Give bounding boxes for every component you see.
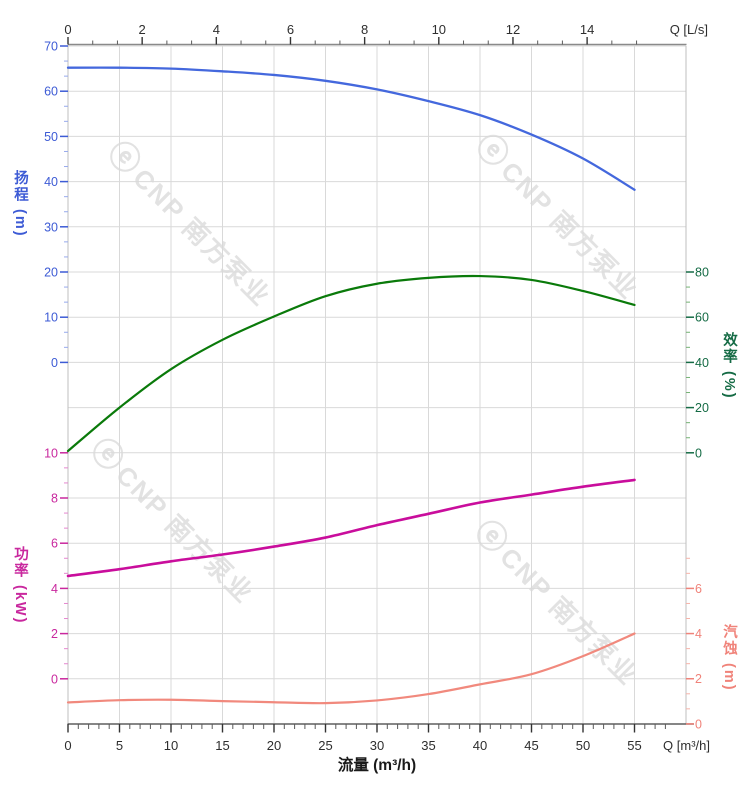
svg-text:10: 10 <box>164 738 178 753</box>
svg-text:5: 5 <box>116 738 123 753</box>
svg-text:25: 25 <box>318 738 332 753</box>
svg-text:40: 40 <box>44 175 58 189</box>
svg-text:2: 2 <box>695 672 702 686</box>
svg-text:4: 4 <box>213 22 220 37</box>
svg-text:70: 70 <box>44 40 58 54</box>
bottom-axis: 0 5 10 15 20 25 30 35 40 45 50 55 <box>64 724 666 753</box>
power-curve <box>66 478 636 578</box>
svg-text:0: 0 <box>51 356 58 370</box>
svg-text:12: 12 <box>506 22 520 37</box>
svg-text:8: 8 <box>361 22 368 37</box>
svg-text:40: 40 <box>695 356 709 370</box>
head-axis: 70 60 50 40 30 20 10 0 <box>44 40 68 370</box>
npsh-axis-title: 汽蚀 (m) <box>719 624 740 692</box>
svg-text:50: 50 <box>44 130 58 144</box>
svg-text:80: 80 <box>695 266 709 280</box>
svg-text:14: 14 <box>580 22 594 37</box>
svg-text:10: 10 <box>432 22 446 37</box>
svg-text:30: 30 <box>370 738 384 753</box>
svg-text:8: 8 <box>51 492 58 506</box>
eff-curve <box>66 274 636 453</box>
svg-text:2: 2 <box>51 627 58 641</box>
top-axis-unit-label: Q [L/s] <box>669 22 708 37</box>
svg-text:60: 60 <box>44 85 58 99</box>
cnp-watermark: ⓔCNP 南方泵业 <box>101 134 280 313</box>
head-axis-title: 扬程 (m) <box>10 170 31 238</box>
npsh-curve <box>66 632 636 705</box>
svg-text:10: 10 <box>44 311 58 325</box>
svg-text:15: 15 <box>215 738 229 753</box>
cnp-watermark: ⓔCNP 南方泵业 <box>469 127 648 306</box>
svg-text:6: 6 <box>51 537 58 551</box>
svg-text:50: 50 <box>576 738 590 753</box>
svg-text:20: 20 <box>267 738 281 753</box>
grid <box>67 45 687 724</box>
npsh-axis-unit: (m) <box>721 663 737 692</box>
svg-text:6: 6 <box>695 582 702 596</box>
svg-text:4: 4 <box>695 627 702 641</box>
efficiency-axis-unit: (%) <box>721 371 737 400</box>
svg-text:6: 6 <box>287 22 294 37</box>
efficiency-axis-title-text: 效率 <box>721 332 737 365</box>
svg-text:45: 45 <box>524 738 538 753</box>
svg-text:4: 4 <box>51 582 58 596</box>
svg-text:30: 30 <box>44 220 58 234</box>
svg-text:55: 55 <box>627 738 641 753</box>
cnp-watermark: ⓔCNP 南方泵业 <box>84 431 263 610</box>
head-axis-unit: (m) <box>12 209 28 238</box>
svg-text:0: 0 <box>51 672 58 686</box>
x-axis-title: 流量 (m³/h) <box>337 757 417 774</box>
svg-text:40: 40 <box>473 738 487 753</box>
svg-text:ⓔCNP 南方泵业: ⓔCNP 南方泵业 <box>469 127 648 306</box>
power-axis-unit: (kW) <box>12 585 28 625</box>
bottom-axis-unit-label: Q [m³/h] <box>663 738 710 753</box>
svg-text:ⓔCNP 南方泵业: ⓔCNP 南方泵业 <box>101 134 280 313</box>
power-axis-title-text: 功率 <box>12 546 28 579</box>
svg-text:0: 0 <box>64 738 71 753</box>
power-axis: 10 8 6 4 2 0 <box>44 446 68 686</box>
axis-frame <box>67 43 694 725</box>
svg-text:0: 0 <box>64 22 71 37</box>
svg-text:2: 2 <box>139 22 146 37</box>
svg-text:20: 20 <box>695 401 709 415</box>
eff-axis: 80 60 40 20 0 <box>686 266 709 460</box>
head-curve <box>66 66 636 191</box>
svg-text:60: 60 <box>695 311 709 325</box>
svg-text:20: 20 <box>44 266 58 280</box>
svg-text:0: 0 <box>695 717 702 731</box>
head-axis-title-text: 扬程 <box>12 170 28 203</box>
efficiency-axis-title: 效率 (%) <box>719 332 740 400</box>
top-axis: 0 2 4 6 8 10 12 14 <box>64 22 638 45</box>
npsh-axis: 6 4 2 0 <box>686 557 702 731</box>
svg-text:ⓔCNP 南方泵业: ⓔCNP 南方泵业 <box>84 431 263 610</box>
power-axis-title: 功率 (kW) <box>10 546 31 624</box>
svg-text:10: 10 <box>44 446 58 460</box>
npsh-axis-title-text: 汽蚀 <box>721 624 737 657</box>
svg-text:35: 35 <box>421 738 435 753</box>
svg-text:0: 0 <box>695 446 702 460</box>
